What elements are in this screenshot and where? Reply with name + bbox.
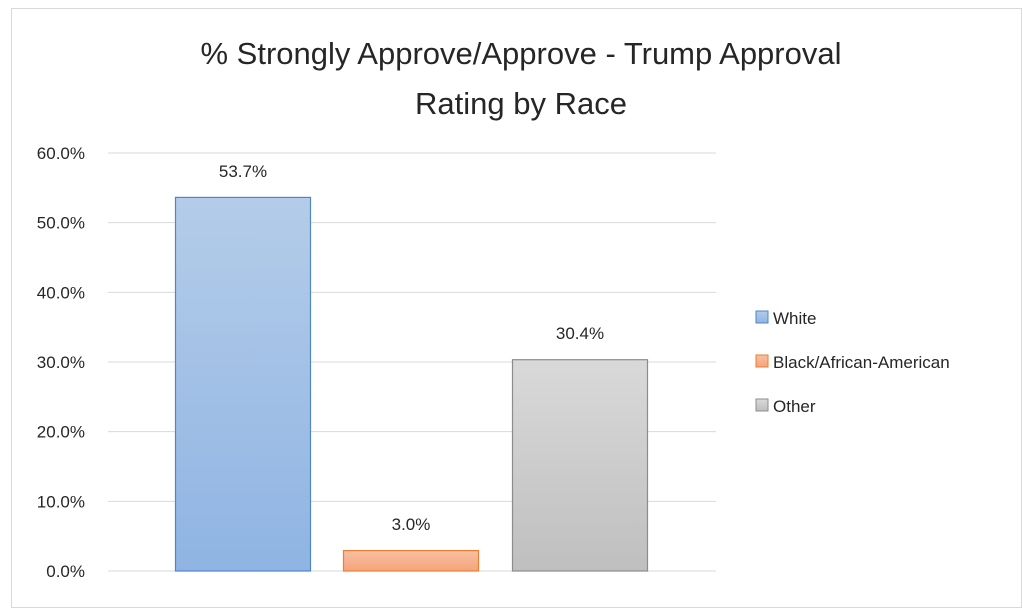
legend-swatch — [755, 310, 769, 324]
legend-label: Black/African-American — [773, 353, 950, 372]
data-label: 53.7% — [219, 162, 267, 181]
y-tick-label: 30.0% — [37, 353, 85, 372]
y-tick-label: 40.0% — [37, 283, 85, 302]
legend-label: Other — [773, 397, 816, 416]
legend: White Black/African-American Other — [755, 309, 950, 416]
y-tick-label: 60.0% — [37, 144, 85, 163]
data-labels: 53.7% 3.0% 30.4% — [219, 162, 604, 534]
legend-label: White — [773, 309, 816, 328]
legend-swatch — [755, 354, 769, 368]
y-axis-tick-labels: 0.0% 10.0% 20.0% 30.0% 40.0% 50.0% 60.0% — [37, 144, 85, 581]
bars — [174, 196, 649, 572]
data-label: 3.0% — [392, 515, 431, 534]
legend-swatch — [755, 398, 769, 412]
y-tick-label: 10.0% — [37, 492, 85, 511]
y-tick-label: 20.0% — [37, 423, 85, 442]
data-label: 30.4% — [556, 324, 604, 343]
bar-white — [174, 196, 312, 572]
bar-other — [511, 359, 649, 572]
y-tick-label: 0.0% — [46, 562, 85, 581]
y-tick-label: 50.0% — [37, 214, 85, 233]
bar-black-african-american — [342, 549, 480, 572]
chart-title-line-1: % Strongly Approve/Approve - Trump Appro… — [201, 36, 842, 71]
chart-title-line-2: Rating by Race — [415, 86, 627, 121]
